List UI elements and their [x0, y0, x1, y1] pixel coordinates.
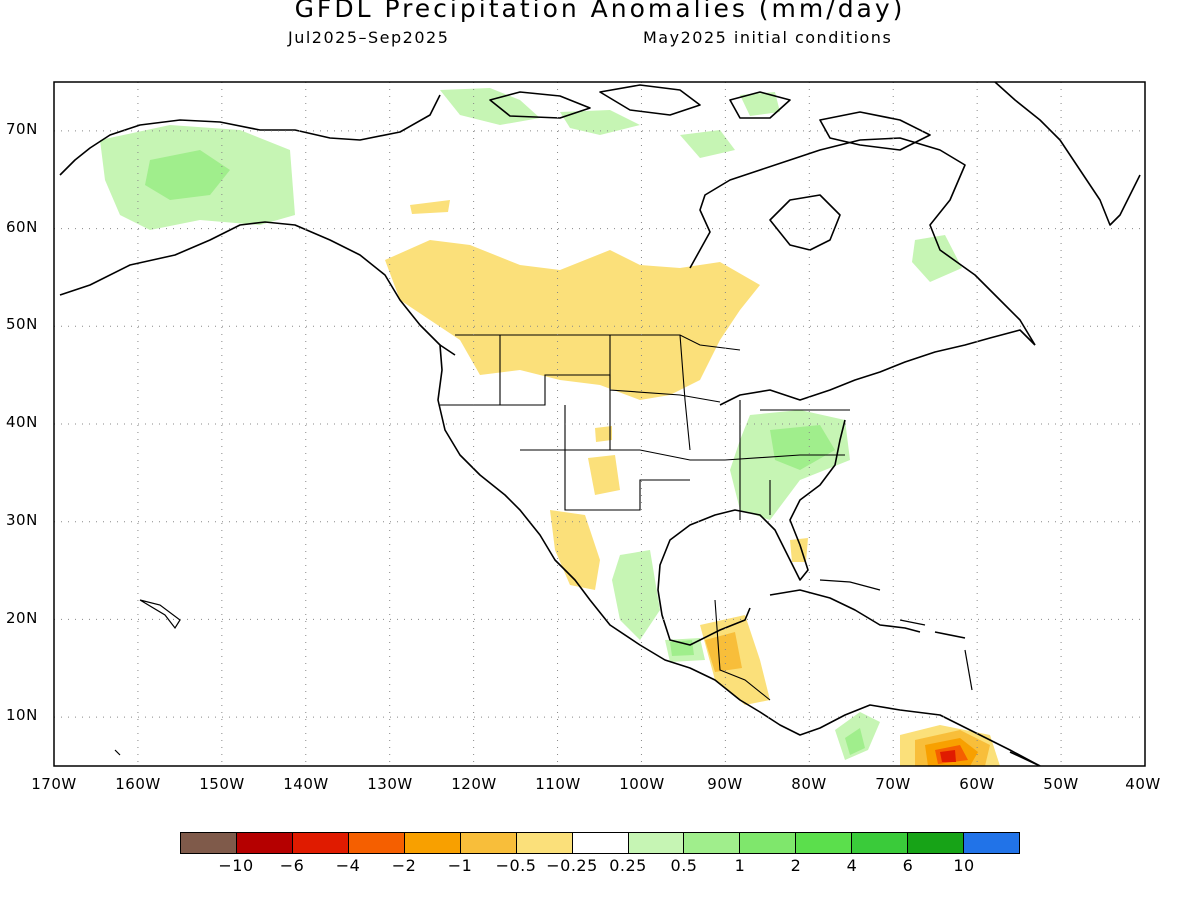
lat-label-70n: 70N	[6, 120, 38, 138]
initial-conditions: May2025 initial conditions	[643, 28, 893, 47]
lon-label-130w: 130W	[367, 775, 413, 793]
colorbar-label: −0.5	[495, 856, 537, 875]
lat-label-50n: 50N	[6, 315, 38, 333]
lat-label-20n: 20N	[6, 609, 38, 627]
colorbar-swatch	[180, 832, 236, 854]
lon-label-150w: 150W	[199, 775, 245, 793]
dry-anomaly-cores	[705, 632, 990, 766]
colorbar-swatch	[403, 832, 460, 854]
coastlines	[59, 82, 1141, 766]
lon-label-90w: 90W	[707, 775, 743, 793]
colorbar-label: −1	[447, 856, 473, 875]
colorbar-label: 2	[790, 856, 802, 875]
colorbar-label: −6	[279, 856, 305, 875]
colorbar-swatch	[683, 832, 740, 854]
colorbar-swatch	[907, 832, 964, 854]
colorbar-label: 4	[846, 856, 858, 875]
colorbar-label: 6	[902, 856, 914, 875]
colorbar-swatch	[571, 832, 628, 854]
colorbar-swatch	[291, 832, 348, 854]
colorbar-label: 0.5	[670, 856, 698, 875]
colorbar-label: −10	[218, 856, 254, 875]
anomaly-map	[54, 82, 1145, 766]
colorbar	[180, 832, 1021, 854]
lon-label-50w: 50W	[1043, 775, 1079, 793]
lon-label-100w: 100W	[619, 775, 665, 793]
map-frame	[53, 81, 1146, 767]
wet-anomaly-cores	[145, 150, 865, 755]
colorbar-swatch	[627, 832, 684, 854]
lon-label-80w: 80W	[791, 775, 827, 793]
colorbar-label: −4	[335, 856, 361, 875]
colorbar-label: −0.25	[546, 856, 598, 875]
map-title: GFDL Precipitation Anomalies (mm/day)	[294, 0, 906, 23]
colorbar-swatch	[963, 832, 1021, 854]
lon-label-170w: 170W	[31, 775, 77, 793]
lon-label-140w: 140W	[283, 775, 329, 793]
dry-anomaly-regions	[385, 200, 1000, 766]
lon-label-120w: 120W	[451, 775, 497, 793]
colorbar-swatch	[739, 832, 796, 854]
islands	[114, 579, 973, 756]
lat-label-40n: 40N	[6, 413, 38, 431]
colorbar-label: 1	[734, 856, 746, 875]
state-boundaries	[440, 334, 850, 701]
lon-label-70w: 70W	[875, 775, 911, 793]
colorbar-swatch	[347, 832, 404, 854]
lat-label-60n: 60N	[6, 218, 38, 236]
lon-label-160w: 160W	[115, 775, 161, 793]
colorbar-swatch	[515, 832, 572, 854]
forecast-period: Jul2025–Sep2025	[288, 28, 450, 47]
colorbar-swatch	[235, 832, 292, 854]
lon-label-60w: 60W	[959, 775, 995, 793]
lat-label-30n: 30N	[6, 511, 38, 529]
colorbar-swatch	[795, 832, 852, 854]
colorbar-swatch	[459, 832, 516, 854]
colorbar-label: 0.25	[609, 856, 647, 875]
lon-label-40w: 40W	[1125, 775, 1161, 793]
lat-label-10n: 10N	[6, 706, 38, 724]
lon-label-110w: 110W	[535, 775, 581, 793]
colorbar-swatch	[851, 832, 908, 854]
colorbar-label: −2	[391, 856, 417, 875]
colorbar-label: 10	[953, 856, 975, 875]
